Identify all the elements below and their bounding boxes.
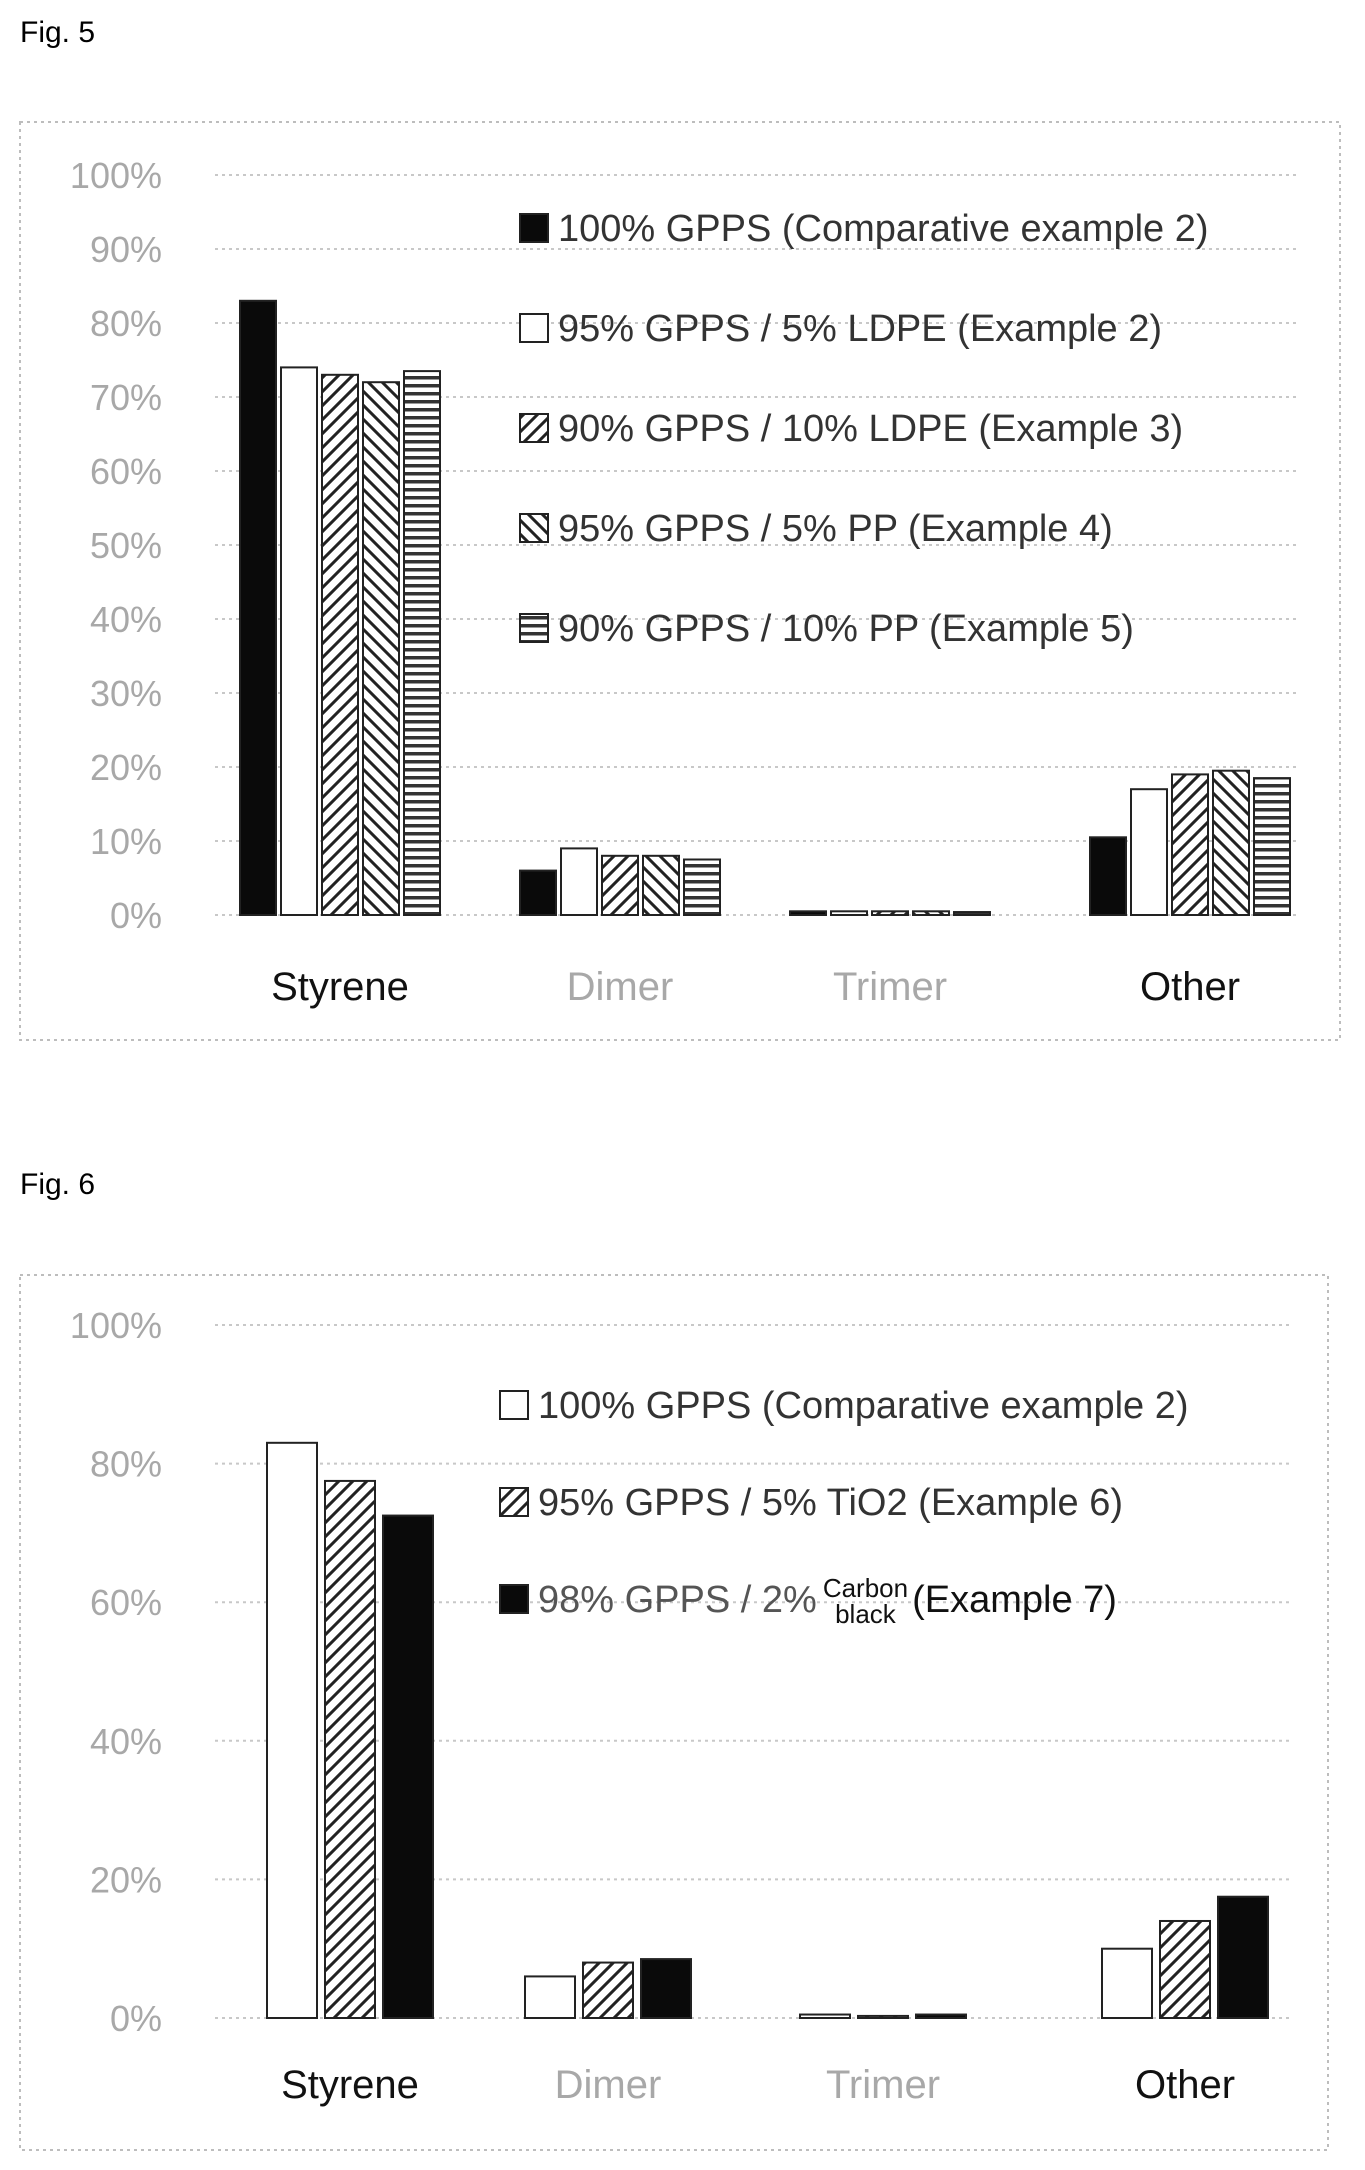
legend-label: 100% GPPS (Comparative example 2): [558, 208, 1209, 250]
y-tick-label: 40%: [90, 1721, 162, 1762]
y-tick-label: 50%: [90, 525, 162, 566]
bar: [683, 858, 721, 916]
category-label: Other: [1135, 2063, 1235, 2107]
bar: [1159, 1919, 1211, 2019]
category-label: Dimer: [567, 965, 674, 1009]
y-tick-label: 0%: [110, 1998, 162, 2039]
category-label: Trimer: [826, 2063, 940, 2107]
y-tick-label: 0%: [110, 895, 162, 936]
bar: [953, 911, 991, 916]
y-tick-label: 40%: [90, 599, 162, 640]
category-label: Dimer: [555, 2063, 662, 2107]
legend-swatch: [519, 413, 549, 443]
legend-label-tail: (Example 7): [912, 1579, 1117, 1621]
y-tick-label: 100%: [70, 155, 162, 196]
bar: [239, 299, 277, 916]
chart-5: 0% 10% 20% 30% 40% 50% 60% 70% 80% 90% 100% Styrene…: [19, 121, 1341, 1041]
bar: [1101, 1947, 1153, 2019]
legend-label: 90% GPPS / 10% LDPE (Example 3): [558, 408, 1183, 450]
legend-swatch: [519, 213, 549, 243]
bar: [1217, 1895, 1269, 2019]
chart-frame: [19, 121, 1341, 1041]
figure-6-label: Fig. 6: [20, 1168, 96, 1201]
y-tick-label: 70%: [90, 377, 162, 418]
legend-swatch: [499, 1584, 529, 1614]
legend-label-stack-top: Carbon: [823, 1573, 908, 1603]
bar: [1212, 769, 1250, 917]
chart-frame: [19, 1274, 1329, 2151]
bar: [560, 847, 598, 917]
bar: [1171, 773, 1209, 917]
legend-label: 95% GPPS / 5% PP (Example 4): [558, 508, 1113, 550]
category-label: Styrene: [281, 2063, 419, 2107]
bar: [830, 910, 868, 916]
bar: [519, 869, 557, 916]
y-tick-label: 60%: [90, 451, 162, 492]
bar: [601, 854, 639, 916]
y-tick-label: 30%: [90, 673, 162, 714]
bar: [324, 1479, 376, 2020]
bar: [915, 2013, 967, 2020]
bar: [321, 373, 359, 916]
bar: [912, 910, 950, 916]
bar: [857, 2014, 909, 2020]
y-tick-label: 100%: [70, 1305, 162, 1346]
bar: [871, 910, 909, 916]
legend-label: 100% GPPS (Comparative example 2): [538, 1385, 1189, 1427]
y-tick-label: 90%: [90, 229, 162, 270]
y-tick-label: 80%: [90, 303, 162, 344]
y-tick-label: 20%: [90, 1859, 162, 1900]
bar: [524, 1975, 576, 2020]
bar: [1130, 788, 1168, 917]
category-label: Other: [1140, 965, 1240, 1009]
bar: [789, 910, 827, 916]
bar: [362, 381, 400, 916]
bar: [382, 1514, 434, 2019]
bar: [642, 854, 680, 916]
bar: [1089, 836, 1127, 916]
y-tick-label: 20%: [90, 747, 162, 788]
bar: [266, 1441, 318, 2020]
y-tick-label: 10%: [90, 821, 162, 862]
legend-swatch: [519, 513, 549, 543]
bar: [280, 366, 318, 916]
legend-label: 90% GPPS / 10% PP (Example 5): [558, 608, 1134, 650]
figure-5-label: Fig. 5: [20, 16, 96, 49]
bar: [640, 1958, 692, 2019]
chart-6: 0% 20% 40% 60% 80% 100% Styrene Dimer Trimer Othe…: [19, 1274, 1329, 2151]
legend-swatch: [499, 1390, 529, 1420]
bar: [799, 2013, 851, 2020]
legend-label: 98% GPPS / 2%: [538, 1579, 817, 1621]
legend-swatch: [499, 1487, 529, 1517]
y-tick-label: 60%: [90, 1582, 162, 1623]
y-tick-label: 80%: [90, 1444, 162, 1485]
legend-label-stack-bottom: black: [835, 1599, 897, 1629]
bar: [1253, 777, 1291, 916]
bar: [403, 370, 441, 917]
category-label: Styrene: [271, 965, 409, 1009]
legend-label: 95% GPPS / 5% TiO2 (Example 6): [538, 1482, 1123, 1524]
legend-label: 95% GPPS / 5% LDPE (Example 2): [558, 308, 1162, 350]
bar: [582, 1961, 634, 2020]
legend-swatch: [519, 313, 549, 343]
category-label: Trimer: [833, 965, 947, 1009]
legend-swatch: [519, 613, 549, 643]
